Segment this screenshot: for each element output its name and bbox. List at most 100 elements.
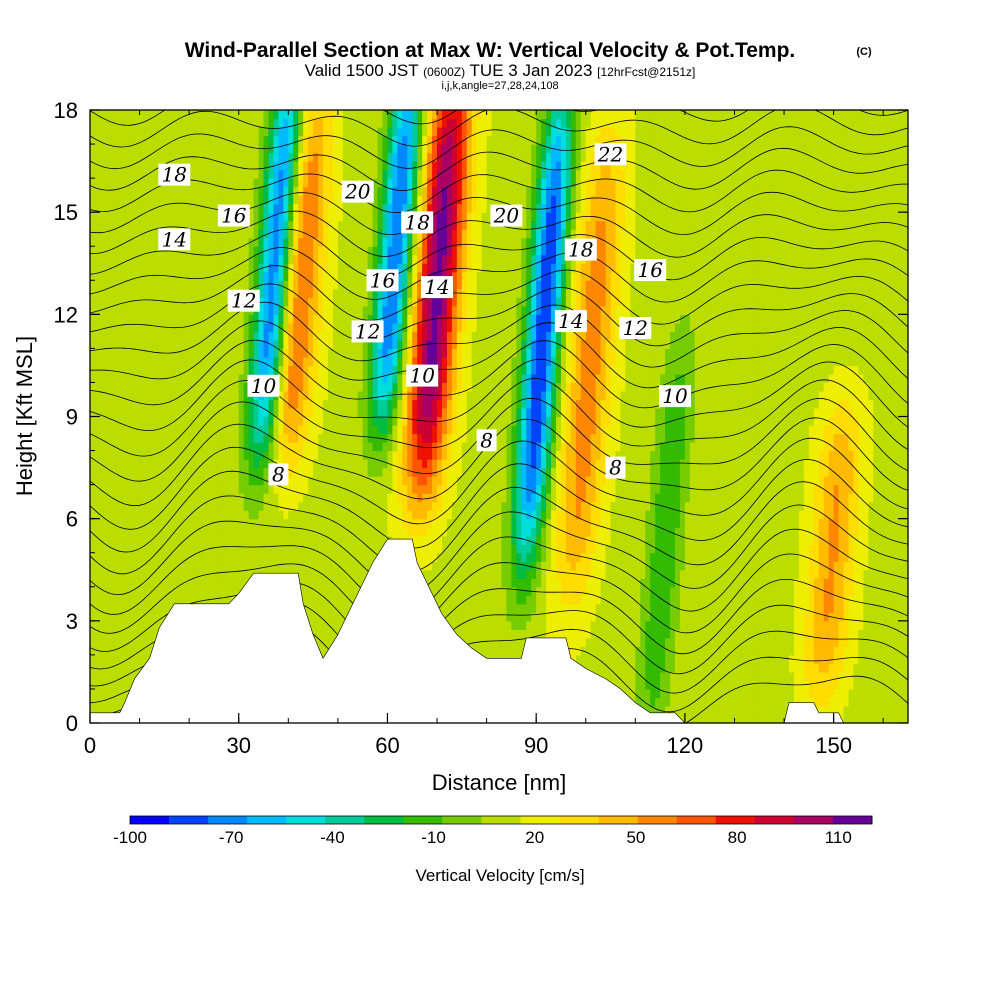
velocity-cell	[144, 373, 151, 384]
velocity-cell	[124, 382, 131, 392]
velocity-cell	[208, 305, 215, 315]
velocity-cell	[248, 365, 255, 375]
velocity-cell	[323, 467, 329, 477]
velocity-cell	[179, 246, 185, 256]
velocity-cell	[278, 501, 284, 511]
velocity-cell	[124, 390, 131, 401]
velocity-cell	[134, 195, 141, 205]
velocity-cell	[248, 527, 255, 537]
velocity-cell	[114, 237, 121, 247]
velocity-cell	[194, 382, 200, 392]
velocity-cell	[313, 595, 319, 605]
velocity-cell	[313, 186, 319, 196]
velocity-cell	[387, 254, 394, 264]
velocity-cell	[367, 356, 374, 367]
velocity-cell	[109, 339, 116, 349]
velocity-cell	[194, 220, 200, 230]
section-params: i,j,k,angle=27,28,24,108	[441, 80, 558, 92]
velocity-cell	[94, 680, 101, 690]
velocity-cell	[124, 671, 131, 682]
velocity-cell	[253, 220, 260, 230]
velocity-cell	[323, 212, 329, 222]
velocity-cell	[422, 484, 428, 494]
velocity-cell	[149, 348, 156, 358]
velocity-cell	[382, 450, 389, 460]
velocity-cell	[119, 646, 126, 656]
velocity-cell	[318, 220, 324, 230]
velocity-cell	[248, 322, 255, 332]
velocity-cell	[134, 212, 141, 222]
velocity-cell	[367, 110, 374, 120]
velocity-cell	[94, 612, 101, 622]
velocity-cell	[427, 433, 433, 443]
velocity-cell	[204, 382, 210, 392]
velocity-cell	[263, 356, 270, 367]
velocity-cell	[288, 399, 294, 409]
velocity-cell	[397, 161, 403, 171]
velocity-cell	[347, 220, 354, 230]
velocity-cell	[422, 493, 428, 503]
velocity-cell	[273, 254, 279, 264]
velocity-cell	[412, 195, 418, 205]
velocity-cell	[293, 544, 299, 554]
velocity-cell	[144, 603, 151, 613]
velocity-cell	[218, 229, 225, 239]
velocity-cell	[377, 407, 384, 418]
velocity-cell	[90, 305, 96, 315]
velocity-cell	[134, 331, 141, 341]
velocity-cell	[179, 212, 185, 222]
velocity-cell	[129, 339, 136, 349]
velocity-cell	[318, 510, 324, 520]
velocity-cell	[218, 305, 225, 315]
velocity-cell	[382, 186, 389, 196]
velocity-cell	[332, 263, 339, 273]
velocity-cell	[238, 407, 245, 418]
velocity-cell	[377, 305, 384, 315]
velocity-cell	[228, 407, 235, 418]
velocity-cell	[199, 220, 205, 230]
velocity-cell	[243, 254, 250, 264]
velocity-cell	[263, 161, 270, 171]
velocity-cell	[159, 152, 165, 162]
velocity-cell	[327, 578, 334, 588]
velocity-cell	[347, 501, 354, 511]
velocity-cell	[144, 110, 151, 120]
velocity-cell	[164, 578, 170, 588]
velocity-cell	[104, 178, 111, 188]
velocity-cell	[337, 220, 344, 230]
velocity-cell	[223, 195, 230, 205]
velocity-cell	[417, 450, 423, 460]
velocity-cell	[99, 425, 106, 435]
velocity-cell	[253, 561, 260, 571]
velocity-cell	[327, 493, 334, 503]
velocity-cell	[119, 578, 126, 588]
velocity-cell	[194, 552, 200, 562]
velocity-cell	[174, 195, 180, 205]
velocity-cell	[124, 586, 131, 596]
velocity-cell	[407, 390, 413, 401]
velocity-cell	[129, 663, 136, 673]
velocity-cell	[90, 569, 96, 579]
velocity-cell	[199, 237, 205, 247]
velocity-cell	[318, 161, 324, 171]
velocity-cell	[303, 450, 309, 460]
velocity-cell	[377, 152, 384, 162]
velocity-cell	[283, 416, 289, 426]
velocity-cell	[233, 569, 240, 579]
velocity-cell	[204, 348, 210, 358]
velocity-cell	[278, 442, 284, 452]
velocity-cell	[189, 390, 195, 401]
velocity-cell	[129, 595, 136, 605]
velocity-cell	[184, 339, 190, 349]
velocity-cell	[238, 433, 245, 443]
velocity-cell	[402, 356, 408, 367]
velocity-cell	[124, 603, 131, 613]
velocity-cell	[263, 288, 270, 298]
velocity-cell	[129, 671, 136, 682]
velocity-cell	[164, 603, 170, 613]
velocity-cell	[199, 527, 205, 537]
velocity-cell	[377, 476, 384, 486]
velocity-cell	[174, 305, 180, 315]
velocity-cell	[422, 442, 428, 452]
